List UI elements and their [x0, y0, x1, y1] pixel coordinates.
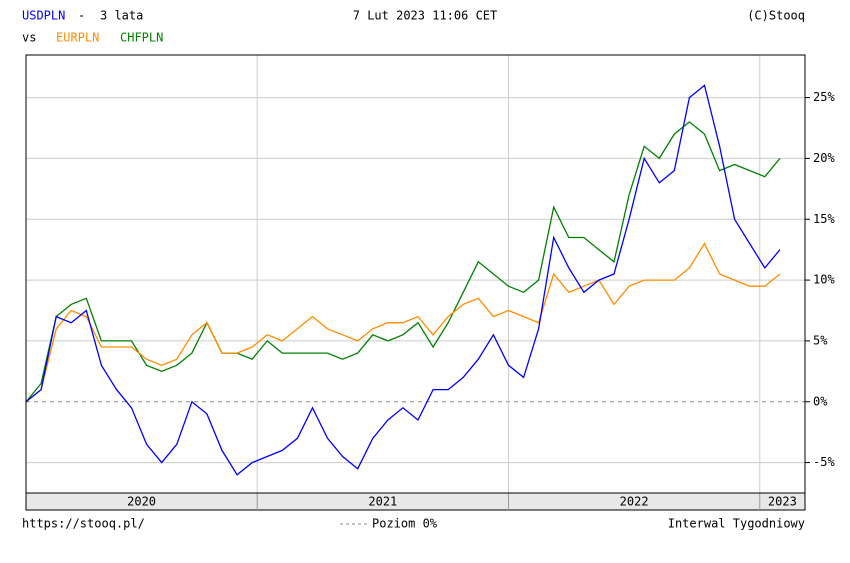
date: 7 Lut 2023 11:06 CET [353, 9, 498, 23]
x-tick-label: 2022 [620, 495, 649, 509]
legend-entry: EURPLN [56, 31, 99, 45]
footer-url: https://stooq.pl/ [22, 517, 145, 531]
y-tick-label: -5% [813, 455, 835, 469]
series-line [25, 84, 781, 476]
plot-frame [25, 54, 806, 494]
vs-label: vs [22, 31, 36, 45]
chart-title: 3 lata [100, 9, 143, 23]
footer-interval: Interwal Tygodniowy [668, 517, 805, 531]
zero-label: Poziom 0% [372, 517, 438, 531]
credit: (C)Stooq [747, 9, 805, 23]
x-tick-label: 2023 [768, 495, 797, 509]
legend-entry: CHFPLN [120, 31, 163, 45]
y-tick-label: 15% [813, 212, 835, 226]
y-tick-label: 10% [813, 273, 835, 287]
y-tick-label: 20% [813, 151, 835, 165]
x-tick-label: 2021 [368, 495, 397, 509]
x-tick-label: 2020 [127, 495, 156, 509]
series-line [25, 242, 781, 403]
y-tick-label: 0% [813, 394, 828, 408]
legend-entry: USDPLN [22, 9, 65, 23]
y-tick-label: 25% [813, 90, 835, 104]
title-sep: - [78, 9, 85, 23]
series-line [25, 121, 781, 403]
y-tick-label: 5% [813, 333, 828, 347]
